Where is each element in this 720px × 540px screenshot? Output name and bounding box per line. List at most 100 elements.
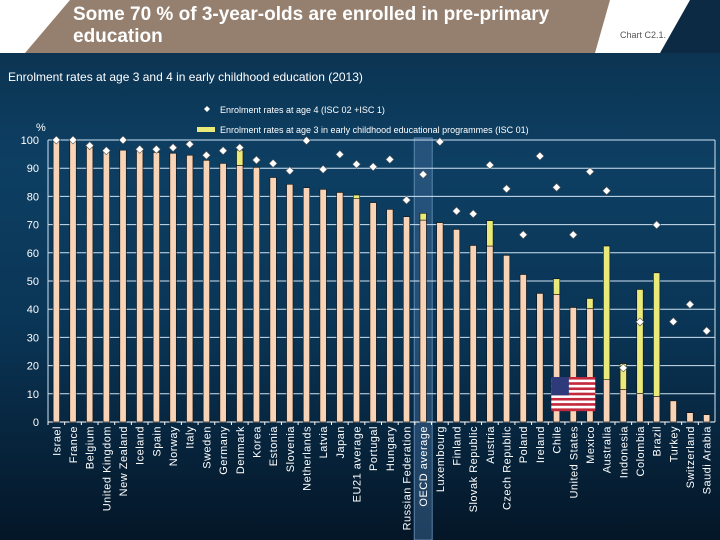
bar-age3 bbox=[419, 219, 427, 423]
marker-age4 bbox=[385, 155, 395, 164]
marker-age4 bbox=[702, 326, 712, 336]
marker-age4 bbox=[435, 137, 445, 147]
bar-age3-isc01 bbox=[653, 272, 661, 397]
bar-age3 bbox=[52, 139, 60, 423]
marker-age4 bbox=[468, 209, 478, 219]
marker-age4 bbox=[602, 186, 612, 196]
marker-age4 bbox=[402, 195, 411, 205]
x-tick-label: Saudi Arabia bbox=[702, 426, 714, 495]
bar-age3 bbox=[636, 393, 644, 423]
marker-age4 bbox=[252, 155, 261, 165]
bar-age3-isc01 bbox=[419, 213, 427, 221]
y-tick-label: 0 bbox=[33, 417, 39, 429]
marker-age4 bbox=[185, 139, 195, 149]
legend-age4: Enrolment rates at age 4 (ISC 02 +ISC 1) bbox=[220, 105, 385, 115]
y-tick-label: 60 bbox=[27, 248, 39, 260]
bar-age3 bbox=[403, 216, 411, 423]
marker-age4 bbox=[685, 299, 695, 309]
x-tick-label: New Zealand bbox=[118, 426, 130, 496]
header-banner bbox=[0, 0, 720, 53]
bar-age3 bbox=[286, 183, 294, 423]
bar-age3 bbox=[619, 389, 627, 423]
bar-age3 bbox=[519, 274, 527, 423]
x-tick-label: Ireland bbox=[535, 426, 547, 463]
marker-age4 bbox=[452, 206, 461, 216]
x-tick-label: Latvia bbox=[318, 426, 330, 459]
y-tick-label: 20 bbox=[27, 361, 39, 373]
marker-age4 bbox=[502, 184, 511, 194]
marker-age4 bbox=[285, 166, 295, 176]
marker-age4 bbox=[418, 169, 428, 179]
x-tick-label: United States bbox=[568, 426, 580, 499]
bar-age3 bbox=[386, 209, 394, 423]
x-tick-label: OECD average bbox=[418, 426, 430, 507]
page-title: Some 70 % of 3-year-olds are enrolled in… bbox=[73, 4, 550, 47]
bar-age3 bbox=[352, 198, 360, 423]
marker-age4 bbox=[118, 135, 128, 145]
bar-age3 bbox=[302, 187, 310, 423]
marker-age4 bbox=[101, 146, 111, 156]
bar-age3 bbox=[469, 245, 477, 423]
y-tick-label: 80 bbox=[27, 191, 39, 203]
bar-age3-isc01 bbox=[603, 245, 611, 380]
bar-age3 bbox=[569, 307, 577, 423]
x-tick-label: Belgium bbox=[85, 426, 97, 469]
x-tick-label: Korea bbox=[251, 426, 263, 458]
marker-age4 bbox=[552, 182, 562, 192]
x-tick-label: Russian Federation bbox=[402, 426, 414, 530]
x-tick-label: Sweden bbox=[201, 426, 213, 469]
y-axis-label: % bbox=[36, 122, 46, 134]
y-tick-label: 70 bbox=[27, 220, 39, 232]
marker-age4 bbox=[201, 150, 211, 160]
bar-age3 bbox=[686, 412, 694, 423]
x-tick-label: Japan bbox=[335, 426, 347, 458]
bar-age3 bbox=[152, 152, 160, 423]
legend-isc01: Enrolment rates at age 3 in early childh… bbox=[220, 125, 529, 135]
x-tick-label: Poland bbox=[518, 426, 530, 463]
x-tick-label: Slovak Republic bbox=[468, 426, 480, 512]
marker-age4 bbox=[618, 363, 628, 373]
x-tick-label: Indonesia bbox=[618, 426, 630, 479]
bar-age3-isc01 bbox=[236, 149, 244, 166]
bar-age3 bbox=[319, 189, 327, 423]
bar-age3 bbox=[269, 177, 277, 423]
x-tick-label: Portugal bbox=[368, 426, 380, 471]
marker-age4 bbox=[635, 317, 645, 327]
y-tick-label: 40 bbox=[27, 304, 39, 316]
bar-age3 bbox=[219, 163, 227, 423]
y-tick-label: 90 bbox=[27, 163, 39, 175]
bar-age3 bbox=[603, 379, 611, 423]
x-tick-label: Luxembourg bbox=[435, 426, 447, 492]
bar-age3 bbox=[436, 222, 444, 423]
x-tick-label: Spain bbox=[151, 426, 163, 457]
x-tick-label: Italy bbox=[185, 426, 197, 449]
x-tick-label: Hungary bbox=[385, 426, 397, 471]
chart-title: Enrolment rates at age 3 and 4 in early … bbox=[8, 70, 363, 84]
bar-age3 bbox=[169, 152, 177, 423]
bar-age3-isc01 bbox=[586, 298, 594, 309]
x-tick-label: United Kingdom bbox=[101, 426, 113, 511]
bar-age3 bbox=[336, 192, 344, 423]
marker-age4 bbox=[302, 136, 311, 145]
bar-age3 bbox=[669, 400, 677, 423]
bar-age3 bbox=[119, 149, 127, 423]
marker-age4 bbox=[51, 135, 61, 145]
marker-age4 bbox=[568, 230, 578, 240]
bar-age3 bbox=[236, 165, 244, 423]
bar-age3 bbox=[653, 396, 661, 423]
marker-age4 bbox=[68, 135, 78, 145]
marker-age4 bbox=[318, 164, 328, 174]
marker-age4 bbox=[352, 159, 361, 169]
marker-age4 bbox=[168, 143, 178, 153]
bar-age3 bbox=[703, 414, 711, 423]
x-tick-label: Mexico bbox=[585, 426, 597, 464]
x-tick-label: EU21 average bbox=[351, 426, 363, 502]
x-tick-label: Australia bbox=[602, 426, 614, 474]
bar-age3 bbox=[86, 146, 94, 423]
x-tick-label: Israel bbox=[51, 426, 63, 456]
x-tick-label: Denmark bbox=[235, 426, 247, 474]
x-tick-label: Switzerland bbox=[685, 426, 697, 488]
y-tick-label: 10 bbox=[27, 389, 39, 401]
bar-age3 bbox=[202, 160, 210, 423]
